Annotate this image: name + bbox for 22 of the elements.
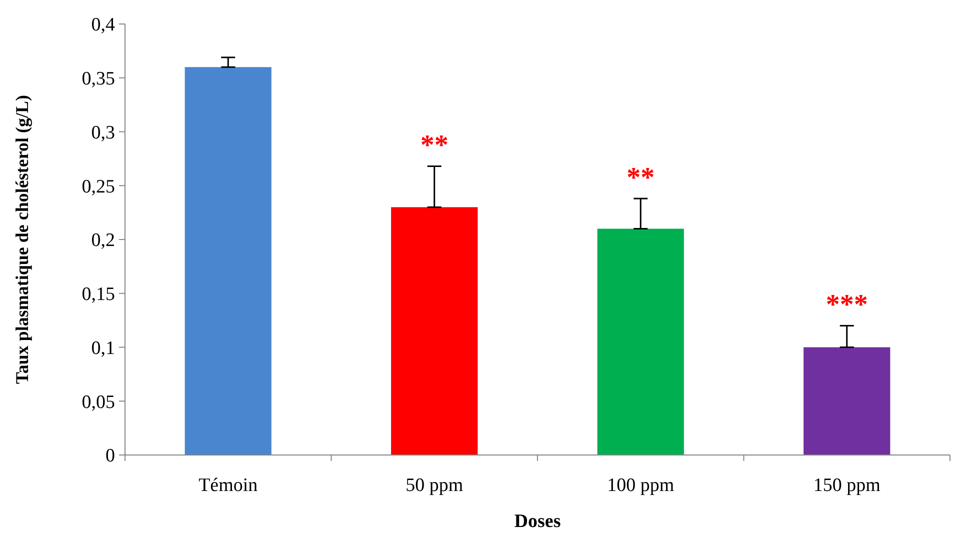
y-tick-label: 0,25	[82, 176, 115, 198]
y-tick-label: 0,2	[91, 230, 115, 252]
annotation: **	[626, 162, 655, 194]
bar	[391, 207, 478, 455]
bar	[597, 228, 684, 455]
y-tick-label: 0	[106, 446, 115, 467]
x-tick-label: Témoin	[198, 475, 258, 496]
annotation: ***	[826, 290, 868, 321]
x-tick-label: 50 ppm	[406, 475, 464, 496]
y-tick-label: 0,05	[82, 392, 115, 413]
y-tick-label: 0,35	[82, 68, 115, 90]
annotation: **	[420, 130, 448, 162]
y-tick-label: 0,1	[91, 338, 115, 359]
bar	[184, 67, 272, 455]
y-axis-title: Taux plasmatique de cholésterol (g/L)	[12, 94, 32, 384]
x-tick-label: 150 ppm	[813, 475, 881, 496]
y-tick-label: 0,15	[82, 284, 115, 306]
y-tick-label: 0,4	[91, 14, 116, 36]
bar	[804, 347, 890, 455]
x-axis-title: Doses	[514, 511, 561, 532]
y-tick-label: 0,3	[91, 122, 115, 144]
x-tick-label: 100 ppm	[607, 475, 674, 496]
